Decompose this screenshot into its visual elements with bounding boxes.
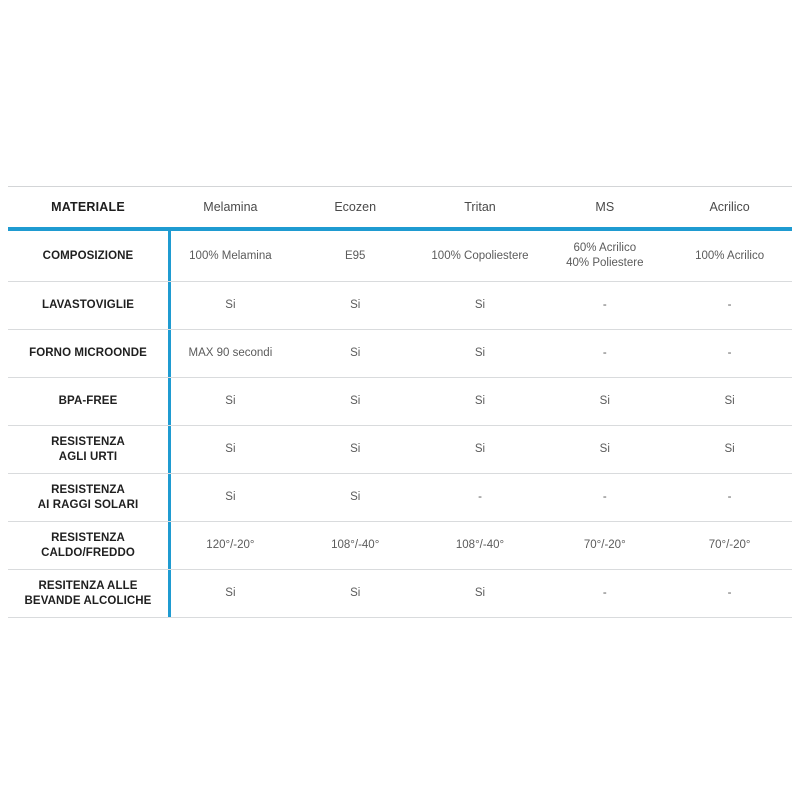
cell-lavastoviglie-acrilico: - [667,281,792,330]
cell-resistenza-ai-raggi-solari-melamina: Si [168,473,293,522]
cell-resitenza-bevande-alcoliche-ecozen: Si [292,569,418,618]
column-header-ms: MS [542,186,668,227]
cell-composizione-tritan: 100% Copoliestere [417,231,543,282]
cell-forno-microonde-ecozen: Si [292,329,418,378]
row-label-resitenza-bevande-alcoliche: RESITENZA ALLE BEVANDE ALCOLICHE [8,569,168,618]
header-accent-rule [8,227,792,231]
row-label-forno-microonde: FORNO MICROONDE [8,329,168,378]
column-header-materiale: MATERIALE [8,186,168,227]
cell-bpa-free-ms: Si [542,377,668,426]
cell-lavastoviglie-ecozen: Si [292,281,418,330]
cell-resistenza-agli-urti-ms: Si [542,425,668,474]
cell-composizione-ms: 60% Acrilico 40% Poliestere [542,231,668,282]
cell-bpa-free-ecozen: Si [292,377,418,426]
cell-resistenza-agli-urti-ecozen: Si [292,425,418,474]
column-header-acrilico: Acrilico [667,186,792,227]
cell-resistenza-ai-raggi-solari-ms: - [542,473,668,522]
row-label-lavastoviglie: LAVASTOVIGLIE [8,281,168,330]
cell-bpa-free-acrilico: Si [667,377,792,426]
cell-resistenza-caldo-freddo-ms: 70°/-20° [542,521,668,570]
row-label-resistenza-agli-urti: RESISTENZA AGLI URTI [8,425,168,474]
column-header-tritan: Tritan [417,186,543,227]
cell-resitenza-bevande-alcoliche-acrilico: - [667,569,792,618]
cell-forno-microonde-melamina: MAX 90 secondi [168,329,293,378]
cell-composizione-acrilico: 100% Acrilico [667,231,792,282]
cell-lavastoviglie-melamina: Si [168,281,293,330]
cell-forno-microonde-ms: - [542,329,668,378]
cell-bpa-free-melamina: Si [168,377,293,426]
column-header-melamina: Melamina [168,186,293,227]
table-body: COMPOSIZIONE 100% Melamina E95 100% Copo… [8,231,792,618]
cell-resistenza-ai-raggi-solari-tritan: - [417,473,543,522]
cell-resistenza-agli-urti-melamina: Si [168,425,293,474]
accent-bar [8,227,792,231]
table-row: FORNO MICROONDE MAX 90 secondi Si Si - - [8,329,792,378]
cell-resistenza-caldo-freddo-acrilico: 70°/-20° [667,521,792,570]
cell-resistenza-caldo-freddo-melamina: 120°/-20° [168,521,293,570]
cell-resistenza-caldo-freddo-ecozen: 108°/-40° [292,521,418,570]
cell-resitenza-bevande-alcoliche-ms: - [542,569,668,618]
cell-resistenza-agli-urti-acrilico: Si [667,425,792,474]
table-row: BPA-FREE Si Si Si Si Si [8,377,792,426]
table-row: RESISTENZA AGLI URTI Si Si Si Si Si [8,425,792,474]
cell-resistenza-agli-urti-tritan: Si [417,425,543,474]
material-comparison-table: MATERIALE Melamina Ecozen Tritan MS Acri… [8,186,792,618]
row-label-resistenza-caldo-freddo: RESISTENZA CALDO/FREDDO [8,521,168,570]
cell-forno-microonde-tritan: Si [417,329,543,378]
cell-resistenza-ai-raggi-solari-ecozen: Si [292,473,418,522]
cell-composizione-ecozen: E95 [292,231,418,282]
table-row: RESISTENZA CALDO/FREDDO 120°/-20° 108°/-… [8,521,792,570]
table-row: COMPOSIZIONE 100% Melamina E95 100% Copo… [8,231,792,282]
table-row: RESITENZA ALLE BEVANDE ALCOLICHE Si Si S… [8,569,792,618]
cell-resistenza-ai-raggi-solari-acrilico: - [667,473,792,522]
row-label-resistenza-ai-raggi-solari: RESISTENZA AI RAGGI SOLARI [8,473,168,522]
table-row: RESISTENZA AI RAGGI SOLARI Si Si - - - [8,473,792,522]
cell-resitenza-bevande-alcoliche-tritan: Si [417,569,543,618]
row-label-bpa-free: BPA-FREE [8,377,168,426]
cell-composizione-melamina: 100% Melamina [168,231,293,282]
accent-rule-cell [8,227,792,231]
cell-forno-microonde-acrilico: - [667,329,792,378]
table-row: LAVASTOVIGLIE Si Si Si - - [8,281,792,330]
column-header-ecozen: Ecozen [292,186,418,227]
cell-resitenza-bevande-alcoliche-melamina: Si [168,569,293,618]
row-label-composizione: COMPOSIZIONE [8,231,168,282]
cell-resistenza-caldo-freddo-tritan: 108°/-40° [417,521,543,570]
table-header-row: MATERIALE Melamina Ecozen Tritan MS Acri… [8,186,792,227]
cell-lavastoviglie-tritan: Si [417,281,543,330]
cell-bpa-free-tritan: Si [417,377,543,426]
cell-lavastoviglie-ms: - [542,281,668,330]
